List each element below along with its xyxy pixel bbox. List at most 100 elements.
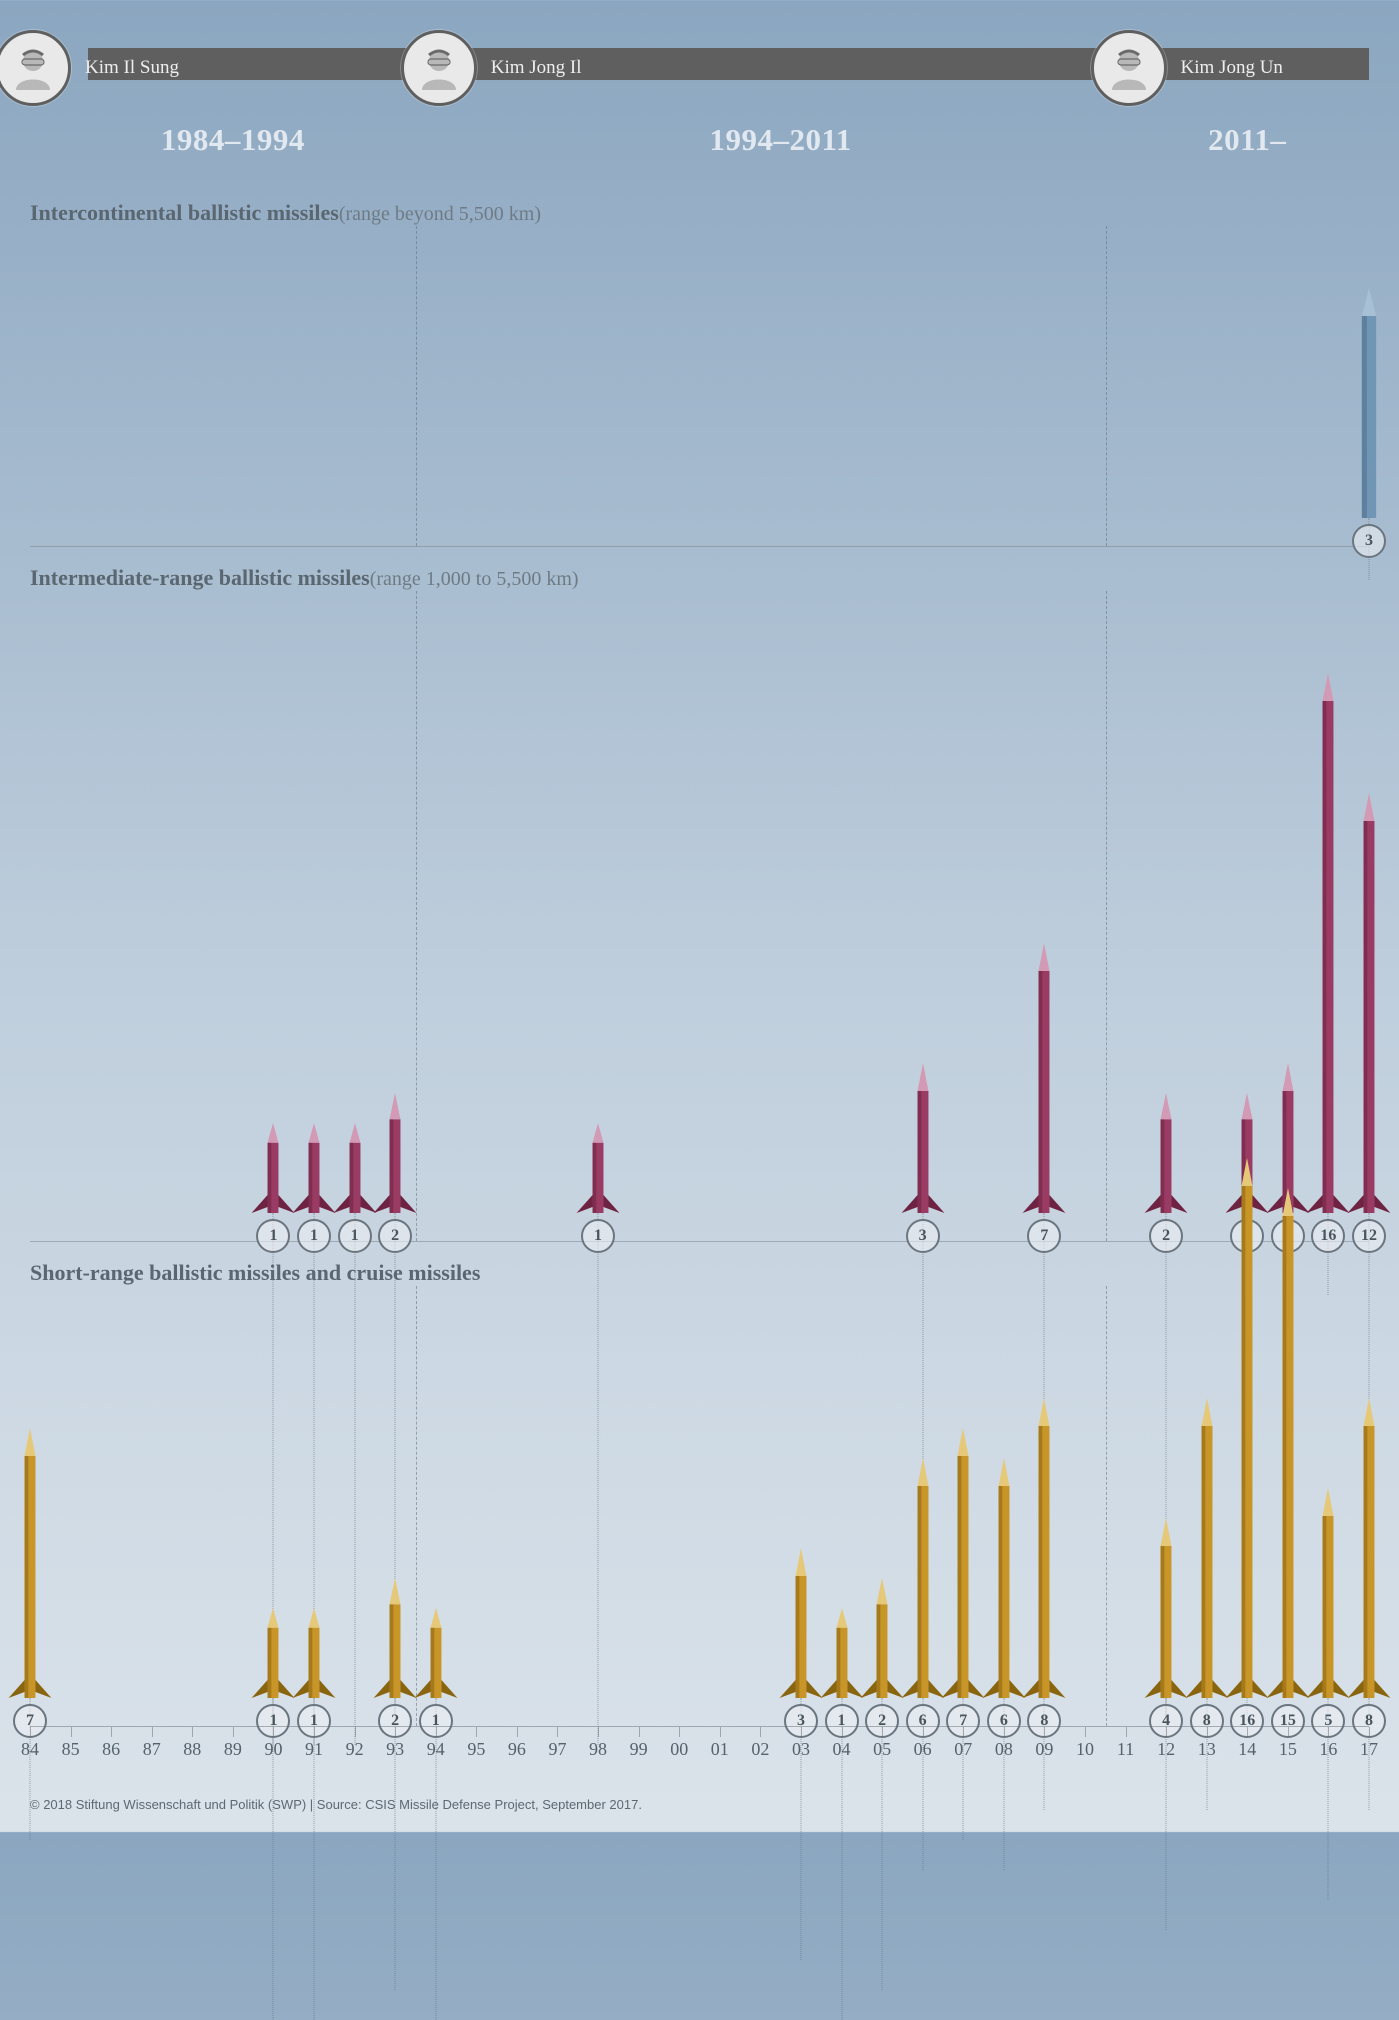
year-tick: [1207, 1727, 1208, 1737]
leader-name: Kim Il Sung: [85, 57, 179, 79]
year-label: 09: [1035, 1739, 1053, 1760]
year-tick: [801, 1727, 802, 1737]
year-tick: [598, 1727, 599, 1737]
category-heading: Intermediate-range ballistic missiles(ra…: [30, 565, 1369, 591]
year-tick: [882, 1727, 883, 1737]
year-tick: [30, 1727, 31, 1737]
year-label: 85: [62, 1739, 80, 1760]
year-tick: [720, 1727, 721, 1737]
year-label: 86: [102, 1739, 120, 1760]
year-tick: [233, 1727, 234, 1737]
leader-1: Kim Il Sung: [0, 30, 179, 106]
year-label: 91: [305, 1739, 323, 1760]
leader-portrait-icon: [0, 30, 71, 106]
year-label: 08: [995, 1739, 1013, 1760]
leader-portrait-icon: [1091, 30, 1167, 106]
missile-marker: 7: [1, 1428, 59, 1698]
leader-2: Kim Jong Il: [401, 30, 582, 106]
leader-portrait-icon: [401, 30, 477, 106]
missile-marker: 12: [1340, 793, 1398, 1213]
count-badge: 3: [1352, 524, 1386, 558]
year-label: 94: [427, 1739, 445, 1760]
year-tick: [1085, 1727, 1086, 1737]
year-tick: [314, 1727, 315, 1737]
category-zone: 7 1 1 2 1 3: [30, 1286, 1369, 1726]
missile-marker: 8: [1340, 1398, 1398, 1698]
leader-name: Kim Jong Un: [1181, 57, 1283, 79]
year-label: 89: [224, 1739, 242, 1760]
year-label: 96: [508, 1739, 526, 1760]
footer-credits: © 2018 Stiftung Wissenschaft und Politik…: [30, 1797, 1369, 1812]
year-label: 88: [183, 1739, 201, 1760]
year-label: 84: [21, 1739, 39, 1760]
category-zone: 3: [30, 226, 1369, 546]
year-tick: [923, 1727, 924, 1737]
year-label: 01: [711, 1739, 729, 1760]
year-label: 05: [873, 1739, 891, 1760]
missile-marker: 2: [366, 1093, 424, 1213]
missile-marker: 7: [1015, 943, 1073, 1213]
category-title: Intermediate-range ballistic missiles: [30, 565, 370, 590]
leaders-header: Kim Il Sung Kim Jong Il Kim Jong Un: [30, 30, 1369, 102]
category-title: Short-range ballistic missiles and cruis…: [30, 1260, 480, 1285]
year-label: 07: [954, 1739, 972, 1760]
era-guide: [1106, 591, 1107, 1241]
year-tick: [436, 1727, 437, 1737]
count-badge: 7: [1027, 1219, 1061, 1253]
year-tick: [192, 1727, 193, 1737]
year-label: 97: [548, 1739, 566, 1760]
missile-marker: 2: [1137, 1093, 1195, 1213]
era-guide: [1106, 226, 1107, 546]
year-tick: [395, 1727, 396, 1737]
year-label: 92: [346, 1739, 364, 1760]
year-label: 11: [1117, 1739, 1134, 1760]
count-badge: 1: [581, 1219, 615, 1253]
era-label: 1994–2011: [709, 122, 851, 158]
year-tick: [1247, 1727, 1248, 1737]
era-labels: 1984–19941994–20112011–: [30, 122, 1369, 182]
year-label: 15: [1279, 1739, 1297, 1760]
year-tick: [842, 1727, 843, 1737]
year-label: 02: [751, 1739, 769, 1760]
category-title: Intercontinental ballistic missiles: [30, 200, 339, 225]
year-axis: 8485868788899091929394959697989900010203…: [30, 1726, 1369, 1767]
missile-marker: 1: [407, 1608, 465, 1698]
year-label: 14: [1238, 1739, 1256, 1760]
category-subtitle: (range 1,000 to 5,500 km): [370, 568, 579, 590]
year-label: 10: [1076, 1739, 1094, 1760]
category-subtitle: (range beyond 5,500 km): [339, 203, 541, 225]
year-tick: [111, 1727, 112, 1737]
year-tick: [557, 1727, 558, 1737]
year-label: 95: [467, 1739, 485, 1760]
era-guide: [416, 226, 417, 546]
year-tick: [1369, 1727, 1370, 1737]
year-tick: [639, 1727, 640, 1737]
missile-marker: 3: [1340, 288, 1398, 518]
missile-marker: 1: [569, 1123, 627, 1213]
missile-marker: 3: [894, 1063, 952, 1213]
year-tick: [1328, 1727, 1329, 1737]
year-tick: [963, 1727, 964, 1737]
year-label: 03: [792, 1739, 810, 1760]
count-badge: 1: [256, 1219, 290, 1253]
era-guide: [1106, 1286, 1107, 1726]
year-label: 04: [833, 1739, 851, 1760]
count-badge: 2: [378, 1219, 412, 1253]
year-label: 87: [143, 1739, 161, 1760]
year-tick: [1166, 1727, 1167, 1737]
category-divider: [30, 546, 1369, 547]
count-badge: 2: [1149, 1219, 1183, 1253]
year-label: 93: [386, 1739, 404, 1760]
year-label: 12: [1157, 1739, 1175, 1760]
missile-marker: 1: [285, 1608, 343, 1698]
year-label: 98: [589, 1739, 607, 1760]
year-label: 17: [1360, 1739, 1378, 1760]
year-tick: [355, 1727, 356, 1737]
year-tick: [71, 1727, 72, 1737]
year-label: 16: [1319, 1739, 1337, 1760]
category-zone: 1 1 1 2 1 3: [30, 591, 1369, 1241]
category-heading: Short-range ballistic missiles and cruis…: [30, 1260, 1369, 1286]
year-tick: [1044, 1727, 1045, 1737]
leader-3: Kim Jong Un: [1091, 30, 1283, 106]
year-label: 99: [630, 1739, 648, 1760]
